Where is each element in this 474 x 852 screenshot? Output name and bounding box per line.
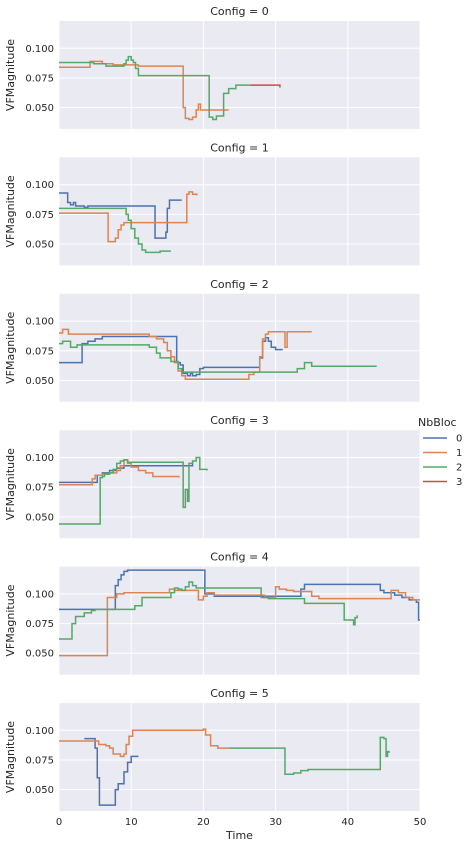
series-line-nbbloc-1: [59, 328, 312, 380]
legend: NbBloc 0 1 2 3: [418, 416, 462, 488]
facet-config-0: 0.050 0.075 0.100 Config = 0 VFMagnitude: [4, 5, 421, 129]
facet-config-2: 0.050 0.075 0.100 Config = 2 VFMagnitude: [4, 278, 421, 402]
y-axis-label: VFMagnitude: [4, 175, 17, 247]
series-line-nbbloc-1: [59, 459, 180, 486]
y-tick-label: 0.050: [25, 512, 54, 523]
y-tick-label: 0.075: [25, 210, 54, 221]
legend-title: NbBloc: [418, 416, 457, 429]
y-axis-label: VFMagnitude: [4, 39, 17, 111]
facet-config-3: 0.050 0.075 0.100 Config = 3 VFMagnitude: [4, 414, 421, 539]
y-axis-label: VFMagnitude: [4, 721, 17, 793]
x-tick-label: 0: [56, 817, 62, 828]
facet-title: Config = 1: [210, 141, 269, 154]
y-axis-label: VFMagnitude: [4, 584, 17, 656]
x-tick-label: 50: [414, 817, 427, 828]
plot-background: [59, 157, 420, 266]
x-tick-label: 30: [269, 817, 282, 828]
y-tick-label: 0.100: [25, 180, 54, 191]
series-line-nbbloc-0: [84, 737, 139, 806]
plot-background: [59, 703, 420, 811]
y-axis-label: VFMagnitude: [4, 448, 17, 520]
y-tick-label: 0.050: [25, 376, 54, 387]
y-tick-label: 0.050: [25, 785, 54, 796]
legend-label-0: 0: [456, 434, 462, 445]
facet-title: Config = 5: [210, 687, 269, 700]
facet-config-1: 0.050 0.075 0.100 Config = 1 VFMagnitude: [4, 141, 421, 266]
y-tick-label: 0.100: [25, 589, 54, 600]
series-line-nbbloc-2: [59, 340, 377, 373]
series-line-nbbloc-0: [59, 192, 182, 239]
y-tick-label: 0.075: [25, 73, 54, 84]
y-tick-label: 0.075: [25, 755, 54, 766]
series-line-nbbloc-2: [59, 456, 208, 525]
facet-title: Config = 4: [210, 551, 269, 564]
y-tick-label: 0.100: [25, 317, 54, 328]
facet-title: Config = 0: [210, 5, 269, 18]
plot-background: [59, 566, 420, 675]
series-line-nbbloc-1: [59, 728, 229, 758]
series-line-nbbloc-1: [59, 191, 198, 243]
y-tick-label: 0.050: [25, 103, 54, 114]
legend-label-3: 3: [456, 477, 462, 488]
plot-background: [59, 293, 420, 402]
x-tick-label: 20: [197, 817, 210, 828]
y-tick-label: 0.050: [25, 240, 54, 251]
x-tick-label: 40: [341, 817, 354, 828]
y-axis-label: VFMagnitude: [4, 312, 17, 384]
facet-title: Config = 3: [210, 414, 269, 427]
facet-config-5: 0.050 0.075 0.100 Config = 5 VFMagnitude 0 10 2…: [4, 687, 426, 842]
series-line-nbbloc-0: [59, 462, 194, 484]
y-tick-label: 0.050: [25, 649, 54, 660]
y-tick-label: 0.100: [25, 726, 54, 737]
facet-title: Config = 2: [210, 278, 269, 291]
series-line-nbbloc-2: [228, 736, 390, 775]
plot-background: [59, 430, 420, 539]
plot-background: [59, 21, 420, 129]
series-line-nbbloc-1: [59, 60, 229, 121]
legend-label-2: 2: [456, 463, 462, 474]
legend-label-1: 1: [456, 448, 462, 459]
y-tick-label: 0.075: [25, 483, 54, 494]
series-line-nbbloc-3: [250, 84, 281, 88]
series-line-nbbloc-2: [59, 207, 171, 254]
y-tick-label: 0.075: [25, 346, 54, 357]
y-tick-label: 0.100: [25, 44, 54, 55]
series-line-nbbloc-2: [59, 581, 358, 640]
x-axis-label: Time: [225, 829, 253, 842]
y-tick-label: 0.100: [25, 453, 54, 464]
facet-config-4: 0.050 0.075 0.100 Config = 4 VFMagnitude: [4, 551, 421, 675]
series-line-nbbloc-2: [59, 55, 251, 121]
y-tick-label: 0.075: [25, 619, 54, 630]
series-line-nbbloc-1: [59, 586, 420, 657]
x-tick-label: 10: [125, 817, 138, 828]
